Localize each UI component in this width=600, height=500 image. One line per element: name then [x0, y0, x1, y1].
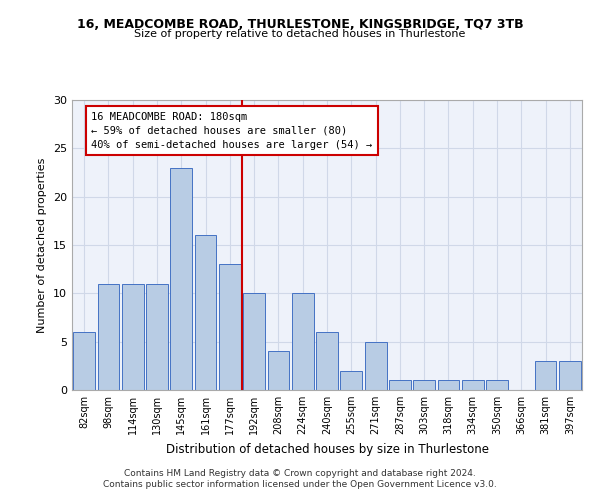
Bar: [292, 294, 314, 390]
Bar: [243, 294, 265, 390]
Bar: [365, 342, 386, 390]
Bar: [535, 361, 556, 390]
Text: Contains public sector information licensed under the Open Government Licence v3: Contains public sector information licen…: [103, 480, 497, 489]
Bar: [559, 361, 581, 390]
Bar: [122, 284, 143, 390]
Text: 16, MEADCOMBE ROAD, THURLESTONE, KINGSBRIDGE, TQ7 3TB: 16, MEADCOMBE ROAD, THURLESTONE, KINGSBR…: [77, 18, 523, 30]
Bar: [462, 380, 484, 390]
Bar: [268, 352, 289, 390]
X-axis label: Distribution of detached houses by size in Thurlestone: Distribution of detached houses by size …: [166, 442, 488, 456]
Bar: [194, 236, 217, 390]
Bar: [97, 284, 119, 390]
Bar: [316, 332, 338, 390]
Bar: [437, 380, 460, 390]
Text: Size of property relative to detached houses in Thurlestone: Size of property relative to detached ho…: [134, 29, 466, 39]
Bar: [340, 370, 362, 390]
Bar: [146, 284, 168, 390]
Bar: [389, 380, 411, 390]
Bar: [73, 332, 95, 390]
Y-axis label: Number of detached properties: Number of detached properties: [37, 158, 47, 332]
Bar: [219, 264, 241, 390]
Bar: [486, 380, 508, 390]
Bar: [170, 168, 192, 390]
Text: Contains HM Land Registry data © Crown copyright and database right 2024.: Contains HM Land Registry data © Crown c…: [124, 468, 476, 477]
Text: 16 MEADCOMBE ROAD: 180sqm
← 59% of detached houses are smaller (80)
40% of semi-: 16 MEADCOMBE ROAD: 180sqm ← 59% of detac…: [91, 112, 373, 150]
Bar: [413, 380, 435, 390]
